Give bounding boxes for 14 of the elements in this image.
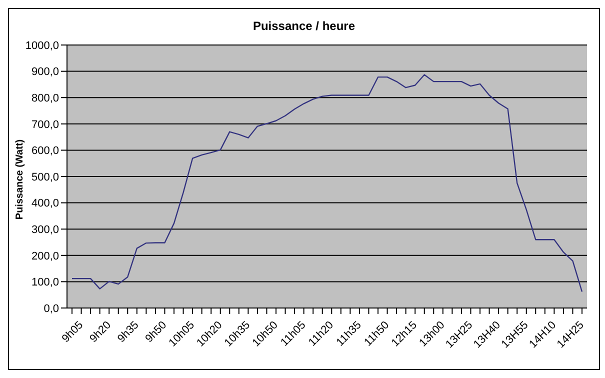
y-tick-label: 500,0	[31, 171, 59, 184]
y-axis-title: Puissance (Watt)	[14, 138, 26, 220]
line-series	[71, 74, 583, 292]
y-tick-label: 0,0	[44, 302, 59, 315]
y-tick-label: 900,0	[31, 66, 59, 78]
y-tick-label: 200,0	[31, 250, 59, 262]
chart-title: Puissance / heure	[252, 19, 356, 33]
y-tick-label: 700,0	[31, 118, 59, 131]
y-tick-label: 100,0	[31, 276, 59, 289]
y-tick-label: 300,0	[31, 224, 59, 236]
y-tick-label: 600,0	[31, 145, 59, 158]
y-tick-label: 800,0	[31, 92, 59, 105]
y-tick-label: 400,0	[31, 198, 59, 210]
y-tick-label: 1000,0	[25, 40, 59, 52]
